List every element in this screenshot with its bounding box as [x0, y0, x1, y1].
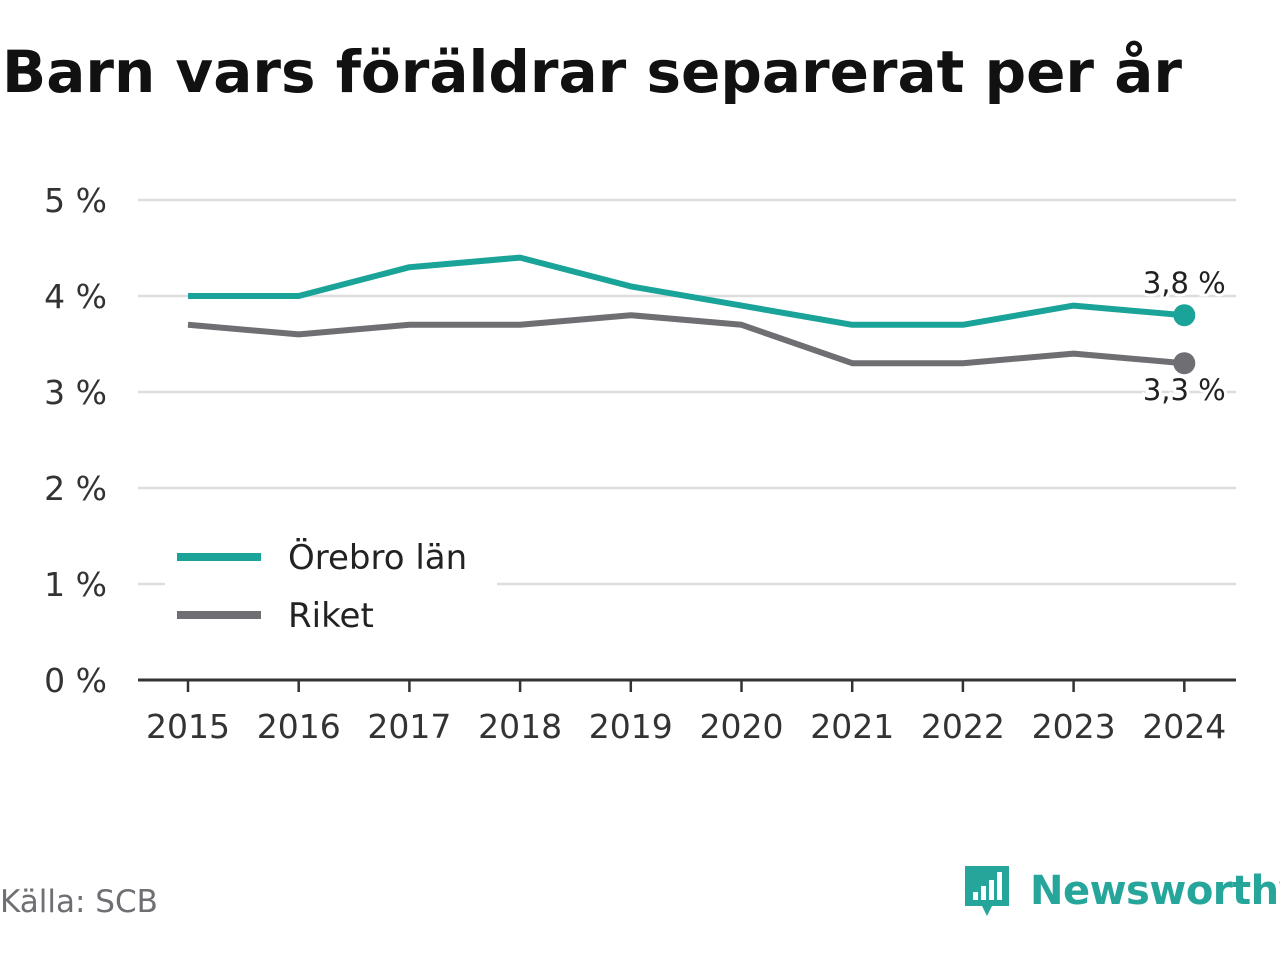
chart-title: Barn vars föräldrar separerat per år — [2, 38, 1182, 106]
series-line — [188, 254, 1185, 328]
end-value-label: 3,8 % — [1143, 266, 1226, 300]
x-tick-label: 2015 — [146, 707, 230, 746]
x-tick-label: 2020 — [700, 707, 784, 746]
x-tick-label: 2024 — [1142, 707, 1226, 746]
grid-lines — [138, 198, 1236, 586]
x-tick-label: 2017 — [367, 707, 451, 746]
source-note: Källa: SCB — [0, 884, 158, 920]
y-axis-tick-labels: 0 % 1 % 2 % 3 % 4 % 5 % — [44, 181, 107, 700]
x-tick-label: 2022 — [921, 707, 1005, 746]
end-value-label: 3,3 % — [1143, 373, 1226, 407]
legend-label: Riket — [288, 596, 374, 636]
x-tick-label: 2016 — [257, 707, 341, 746]
y-tick-label: 4 % — [44, 277, 107, 316]
y-tick-label: 3 % — [44, 373, 107, 412]
x-tick-label: 2018 — [478, 707, 562, 746]
y-tick-label: 2 % — [44, 469, 107, 508]
legend-background — [165, 530, 497, 638]
x-axis-tick-labels: 2015 2016 2017 2018 2019 2020 2021 2022 2023 2024 — [146, 707, 1226, 746]
x-tick-label: 2023 — [1032, 707, 1116, 746]
legend: Örebro län Riket — [165, 530, 497, 638]
brand-logo: Newsworthy — [962, 862, 1280, 920]
newsworthy-logo-icon — [965, 866, 1009, 916]
x-tick-label: 2021 — [810, 707, 894, 746]
series-line — [187, 312, 1185, 367]
y-tick-label: 1 % — [44, 565, 107, 604]
series-end-point — [1173, 352, 1196, 375]
series-lines — [187, 254, 1196, 375]
x-tick-label: 2019 — [589, 707, 673, 746]
brand-name: Newsworthy — [1030, 868, 1280, 914]
x-axis — [138, 678, 1236, 692]
y-tick-label: 5 % — [44, 181, 107, 220]
legend-label: Örebro län — [288, 537, 467, 578]
y-tick-label: 0 % — [44, 661, 107, 700]
series-end-point — [1173, 304, 1196, 327]
end-value-labels: 3,8 % 3,3 % — [1140, 263, 1229, 410]
